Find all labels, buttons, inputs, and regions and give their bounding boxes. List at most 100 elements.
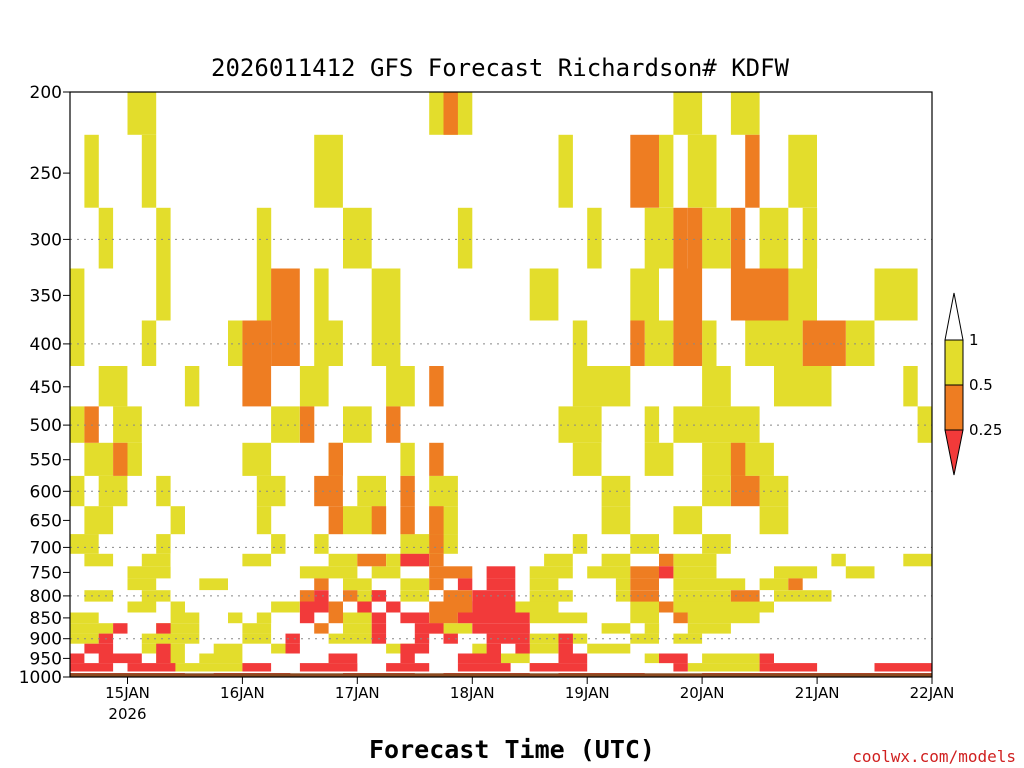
heatmap-cell	[141, 633, 200, 644]
heatmap-cell	[242, 553, 272, 567]
heatmap-cell	[199, 653, 243, 664]
heatmap-cell	[802, 207, 818, 269]
heatmap-cell	[242, 623, 272, 634]
heatmap-cell	[141, 590, 171, 602]
heatmap-cell	[328, 442, 343, 476]
heatmap-cell	[371, 612, 387, 624]
heatmap-cell	[687, 623, 731, 634]
heatmap-cell	[256, 268, 272, 321]
heatmap-cell	[357, 553, 386, 567]
heatmap-cell	[113, 406, 142, 443]
heatmap-cell	[213, 643, 243, 654]
heatmap-cell	[630, 534, 659, 554]
heatmap-cell	[644, 442, 674, 476]
heatmap-cell	[472, 643, 487, 654]
heatmap-cell	[788, 134, 817, 208]
heatmap-cell	[673, 92, 703, 135]
x-tick-label: 18JAN	[450, 684, 495, 702]
heatmap-cell	[299, 601, 329, 613]
heatmap-cell	[156, 623, 171, 634]
heatmap-cell	[156, 207, 171, 269]
heatmap-cell	[84, 506, 114, 535]
heatmap-cell	[400, 578, 430, 591]
heatmap-cell	[558, 633, 573, 644]
heatmap-cell	[299, 366, 329, 407]
heatmap-cell	[745, 134, 760, 208]
heatmap-cell	[113, 623, 128, 634]
heatmap-cell	[314, 578, 329, 591]
heatmap-cell	[371, 320, 401, 366]
heatmap-cell	[443, 92, 458, 135]
heatmap-cell	[687, 663, 760, 673]
heatmap-cell	[572, 320, 588, 366]
heatmap-cell	[70, 320, 85, 366]
heatmap-cell	[242, 663, 272, 673]
heatmap-cell	[486, 653, 530, 664]
heatmap-cell	[314, 320, 343, 366]
heatmap-cell	[328, 553, 358, 567]
heatmap-cell	[156, 534, 171, 554]
heatmap-cell	[299, 612, 315, 624]
heatmap-cell	[314, 475, 343, 507]
heatmap-cell	[745, 320, 803, 366]
heatmap-cell	[673, 578, 746, 591]
heatmap-cell	[70, 653, 85, 664]
heatmap-cell	[127, 578, 157, 591]
heatmap-cell	[314, 623, 329, 634]
x-tick-label: 20JAN	[680, 684, 725, 702]
x-tick-label: 16JAN	[220, 684, 265, 702]
heatmap-cell	[601, 475, 631, 507]
heatmap-cell	[529, 566, 573, 579]
heatmap-cell	[673, 506, 703, 535]
heatmap-cell	[659, 134, 674, 208]
heatmap-cell	[673, 553, 717, 567]
heatmap-cell	[199, 578, 228, 591]
heatmap-cell	[659, 566, 674, 579]
surface-layer	[70, 671, 932, 677]
heatmap-cell	[472, 623, 530, 634]
heatmap-cell	[314, 268, 329, 321]
heatmap-cell	[601, 553, 631, 567]
heatmap-cell	[414, 623, 444, 634]
heatmap-cell	[400, 442, 415, 476]
heatmap-cell	[529, 590, 573, 602]
x-tick-sublabel: 2026	[108, 705, 146, 723]
heatmap-cell	[515, 601, 559, 613]
heatmap-cell	[429, 506, 444, 535]
heatmap-cell	[702, 207, 731, 269]
plot-area	[70, 92, 932, 677]
heatmap-cell	[357, 601, 372, 613]
heatmap-cell	[285, 633, 300, 644]
heatmap-cell	[845, 320, 875, 366]
heatmap-cell	[84, 643, 114, 654]
y-tick-label: 1000	[19, 668, 62, 688]
credit-text: coolwx.com/models	[852, 747, 1016, 766]
heatmap-cell	[457, 663, 511, 673]
heatmap-cell	[242, 442, 272, 476]
heatmap-cell	[443, 590, 473, 602]
heatmap-cell	[587, 566, 631, 579]
heatmap-cell	[702, 320, 717, 366]
heatmap-cell	[156, 623, 200, 634]
colorbar-bin	[944, 429, 964, 476]
heatmap-cell	[687, 612, 760, 624]
heatmap-cell	[271, 406, 300, 443]
heatmap-cell	[400, 643, 430, 654]
x-tick-label: 21JAN	[795, 684, 840, 702]
heatmap-cell	[141, 134, 157, 208]
heatmap-cell	[659, 653, 688, 664]
heatmap-cell	[457, 612, 530, 624]
heatmap-cell	[371, 623, 387, 634]
heatmap-cell	[558, 643, 573, 654]
heatmap-cell	[673, 590, 731, 602]
heatmap-cell	[759, 506, 789, 535]
heatmap-cell	[529, 663, 588, 673]
heatmap-cell	[659, 553, 674, 567]
heatmap-cell	[400, 553, 430, 567]
heatmap-cell	[84, 553, 114, 567]
heatmap-cell	[673, 663, 688, 673]
heatmap-cell	[70, 268, 85, 321]
heatmap-cell	[917, 406, 932, 443]
y-tick-label: 450	[30, 378, 62, 398]
heatmap-cell	[256, 207, 272, 269]
